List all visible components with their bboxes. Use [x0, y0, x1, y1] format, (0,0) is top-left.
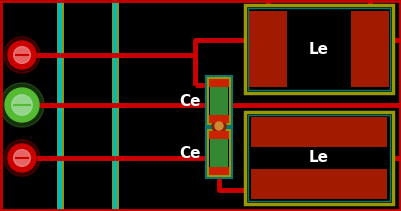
Text: Ce: Ce [179, 146, 201, 161]
Circle shape [212, 119, 226, 133]
Circle shape [14, 150, 30, 166]
Bar [251, 117, 387, 147]
Text: Le: Le [309, 42, 329, 57]
Circle shape [215, 122, 223, 130]
Bar [206, 128, 232, 178]
Bar [249, 11, 287, 87]
Bar [208, 78, 230, 124]
Bar [210, 81, 228, 121]
Circle shape [8, 41, 36, 69]
Text: Le: Le [309, 150, 329, 165]
Text: Ce: Ce [179, 93, 201, 108]
Bar [248, 8, 390, 90]
Bar [248, 115, 390, 201]
Circle shape [4, 37, 40, 73]
Bar [209, 131, 229, 139]
Circle shape [4, 140, 40, 176]
Bar [208, 130, 230, 176]
Bar [206, 76, 232, 126]
Bar [351, 11, 389, 87]
Bar [209, 167, 229, 175]
Bar [209, 79, 229, 87]
Circle shape [8, 144, 36, 172]
Bar [245, 112, 393, 204]
Circle shape [14, 47, 30, 63]
Bar [245, 5, 393, 93]
Bar [251, 169, 387, 199]
Circle shape [12, 95, 32, 115]
Bar [210, 133, 228, 173]
Circle shape [5, 88, 39, 122]
Circle shape [0, 83, 44, 127]
Bar [209, 115, 229, 123]
